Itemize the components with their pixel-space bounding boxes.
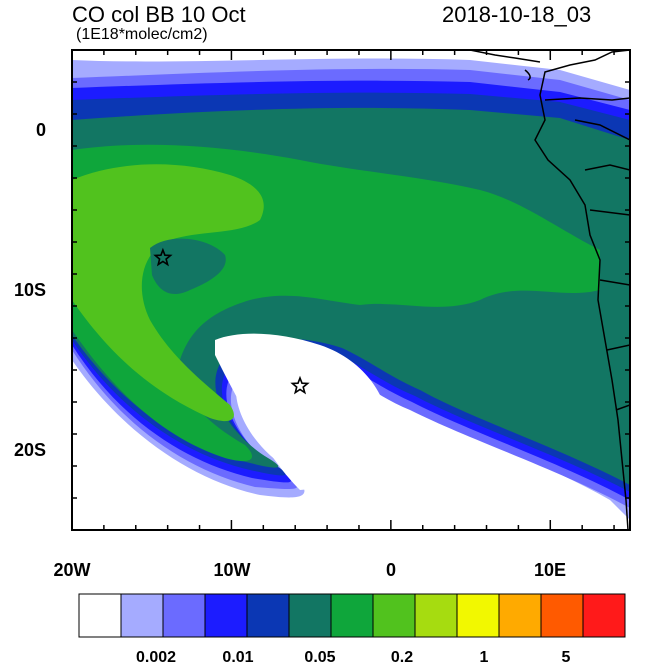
lat-label-20s: 20S [13, 440, 46, 460]
colorbar-swatch [456, 593, 500, 638]
colorbar-swatch [330, 593, 374, 638]
colorbar-swatch [120, 593, 164, 638]
colorbar-label-5: 5 [561, 649, 571, 666]
colorbar-swatch [540, 593, 584, 638]
lon-label-10e: 10E [533, 560, 567, 580]
colorbar-swatch [414, 593, 458, 638]
colorbar-swatch [582, 593, 626, 638]
colorbar-label-001: 0.01 [222, 649, 254, 666]
colorbar-swatch [78, 593, 122, 638]
colorbar-swatch [288, 593, 332, 638]
colorbar [78, 593, 626, 638]
colorbar-swatch [246, 593, 290, 638]
colorbar-label-005: 0.05 [304, 649, 336, 666]
map-title: CO col BB 10 Oct [72, 2, 246, 27]
date-label: 2018-10-18_03 [442, 2, 592, 27]
colorbar-label-0002: 0.002 [135, 649, 177, 666]
colorbar-swatch [204, 593, 248, 638]
units-label: (1E18*molec/cm2) [76, 26, 208, 43]
lat-label-0: 0 [35, 120, 46, 140]
lon-label-10w: 10W [213, 560, 251, 580]
coastline [469, 50, 630, 530]
colorbar-swatch [162, 593, 206, 638]
colorbar-swatch [498, 593, 542, 638]
lon-label-0: 0 [385, 560, 396, 580]
lon-label-20w: 20W [53, 560, 91, 580]
axis-ticks [71, 49, 630, 531]
map-frame [71, 49, 631, 531]
colorbar-label-1: 1 [479, 649, 489, 666]
colorbar-label-02: 0.2 [390, 649, 414, 666]
lat-label-10s: 10S [13, 280, 46, 300]
colorbar-swatch [372, 593, 416, 638]
star-west-icon [153, 247, 173, 267]
star-south-icon [290, 375, 310, 395]
concentration-field [72, 50, 630, 530]
marker-layer [153, 247, 310, 395]
